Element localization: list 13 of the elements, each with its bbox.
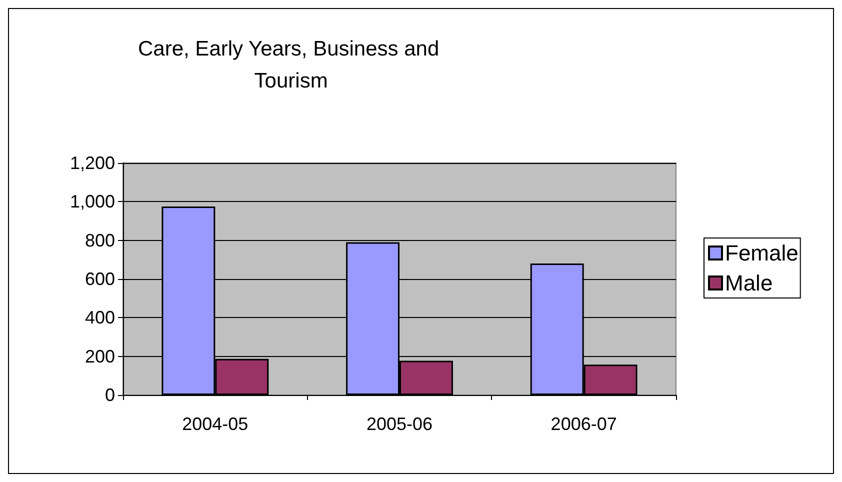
y-tick-label: 400 bbox=[84, 308, 115, 328]
y-tick-label: 200 bbox=[84, 346, 115, 366]
y-tick-label: 1,000 bbox=[70, 192, 115, 212]
y-tick-label: 1,200 bbox=[70, 153, 115, 173]
legend-label: Male bbox=[725, 270, 773, 296]
y-tick-label: 0 bbox=[104, 385, 115, 405]
x-tick-label: 2006-07 bbox=[550, 414, 617, 434]
y-tick-label: 800 bbox=[84, 230, 115, 250]
legend-label: Female bbox=[725, 240, 798, 266]
y-tick-label: 600 bbox=[84, 269, 115, 289]
chart-title: Care, Early Years, Business and Tourism bbox=[138, 38, 440, 92]
x-tick-label: 2005-06 bbox=[366, 414, 433, 434]
x-tick-label: 2004-05 bbox=[182, 414, 248, 434]
